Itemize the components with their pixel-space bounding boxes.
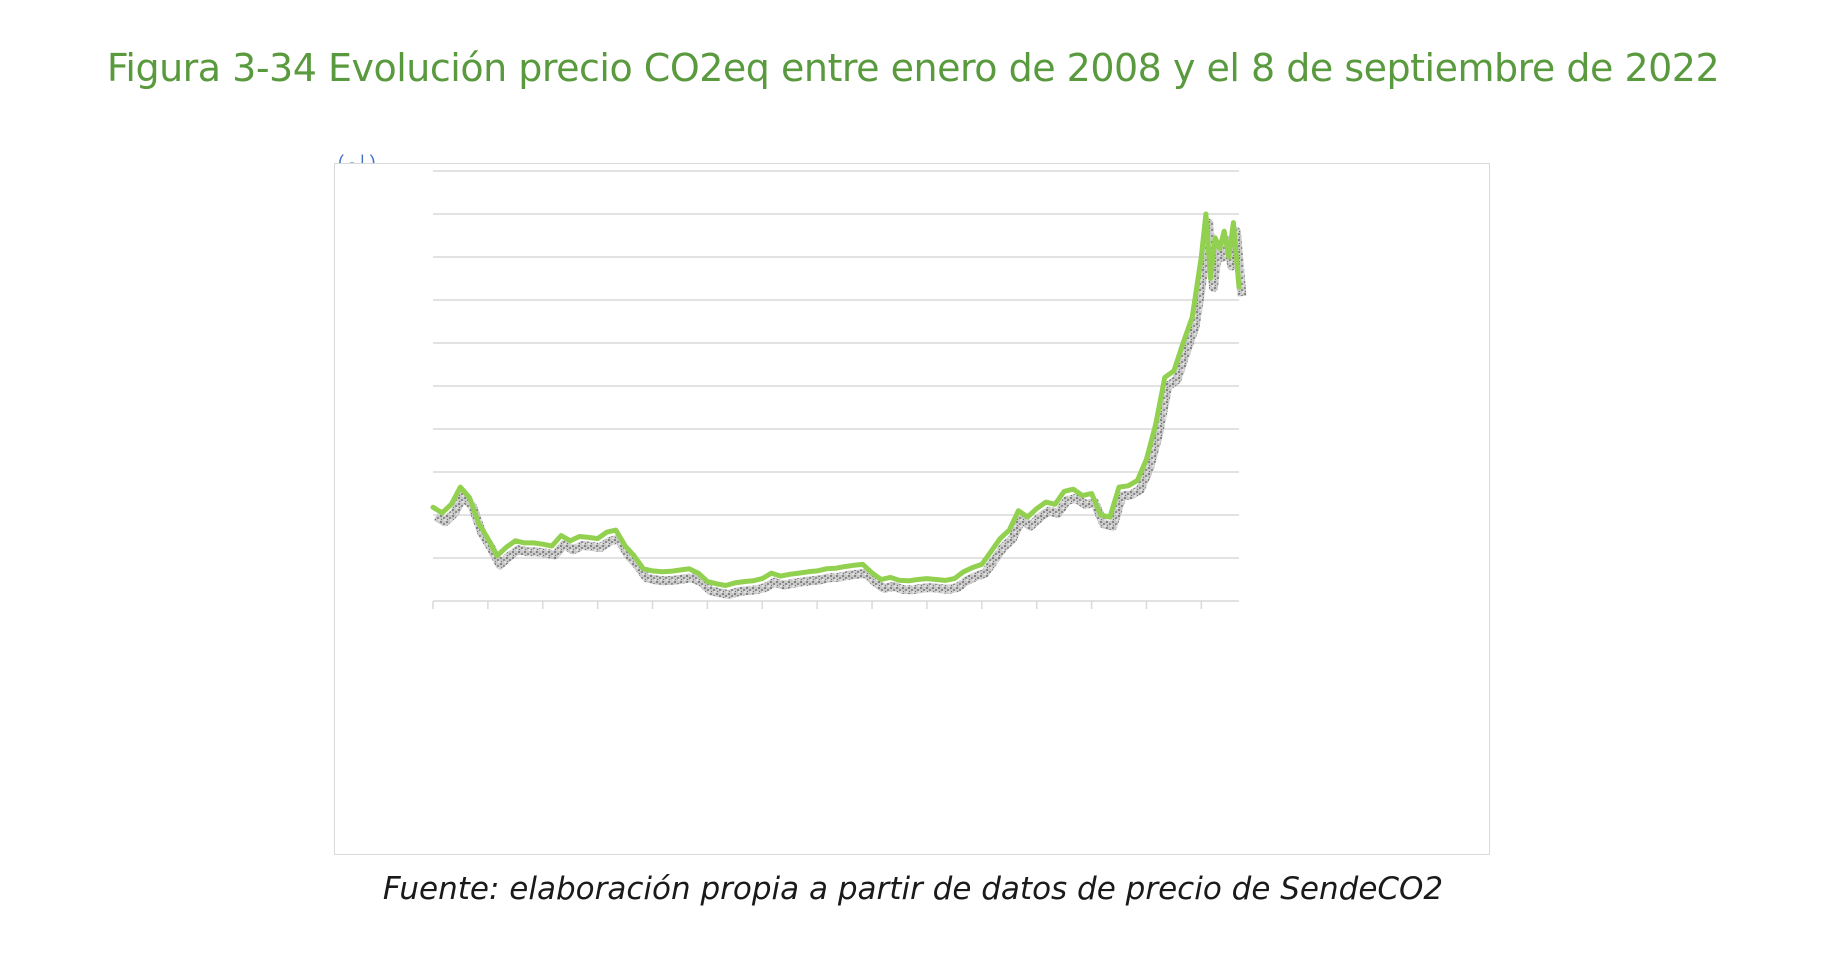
y-gridlines bbox=[433, 170, 1239, 602]
chart-frame bbox=[334, 163, 1490, 855]
series-line bbox=[430, 211, 1242, 588]
figure-title: Figura 3-34 Evolución precio CO2eq entre… bbox=[106, 46, 1720, 90]
x-axis-ticks bbox=[432, 601, 1203, 609]
figure-caption: Fuente: elaboración propia a partir de d… bbox=[382, 871, 1444, 907]
series-shadow bbox=[433, 218, 1247, 599]
series-layer bbox=[430, 211, 1247, 599]
price-line-chart bbox=[430, 170, 1247, 609]
chart-cut-header-text: ( - | ) bbox=[338, 152, 376, 166]
